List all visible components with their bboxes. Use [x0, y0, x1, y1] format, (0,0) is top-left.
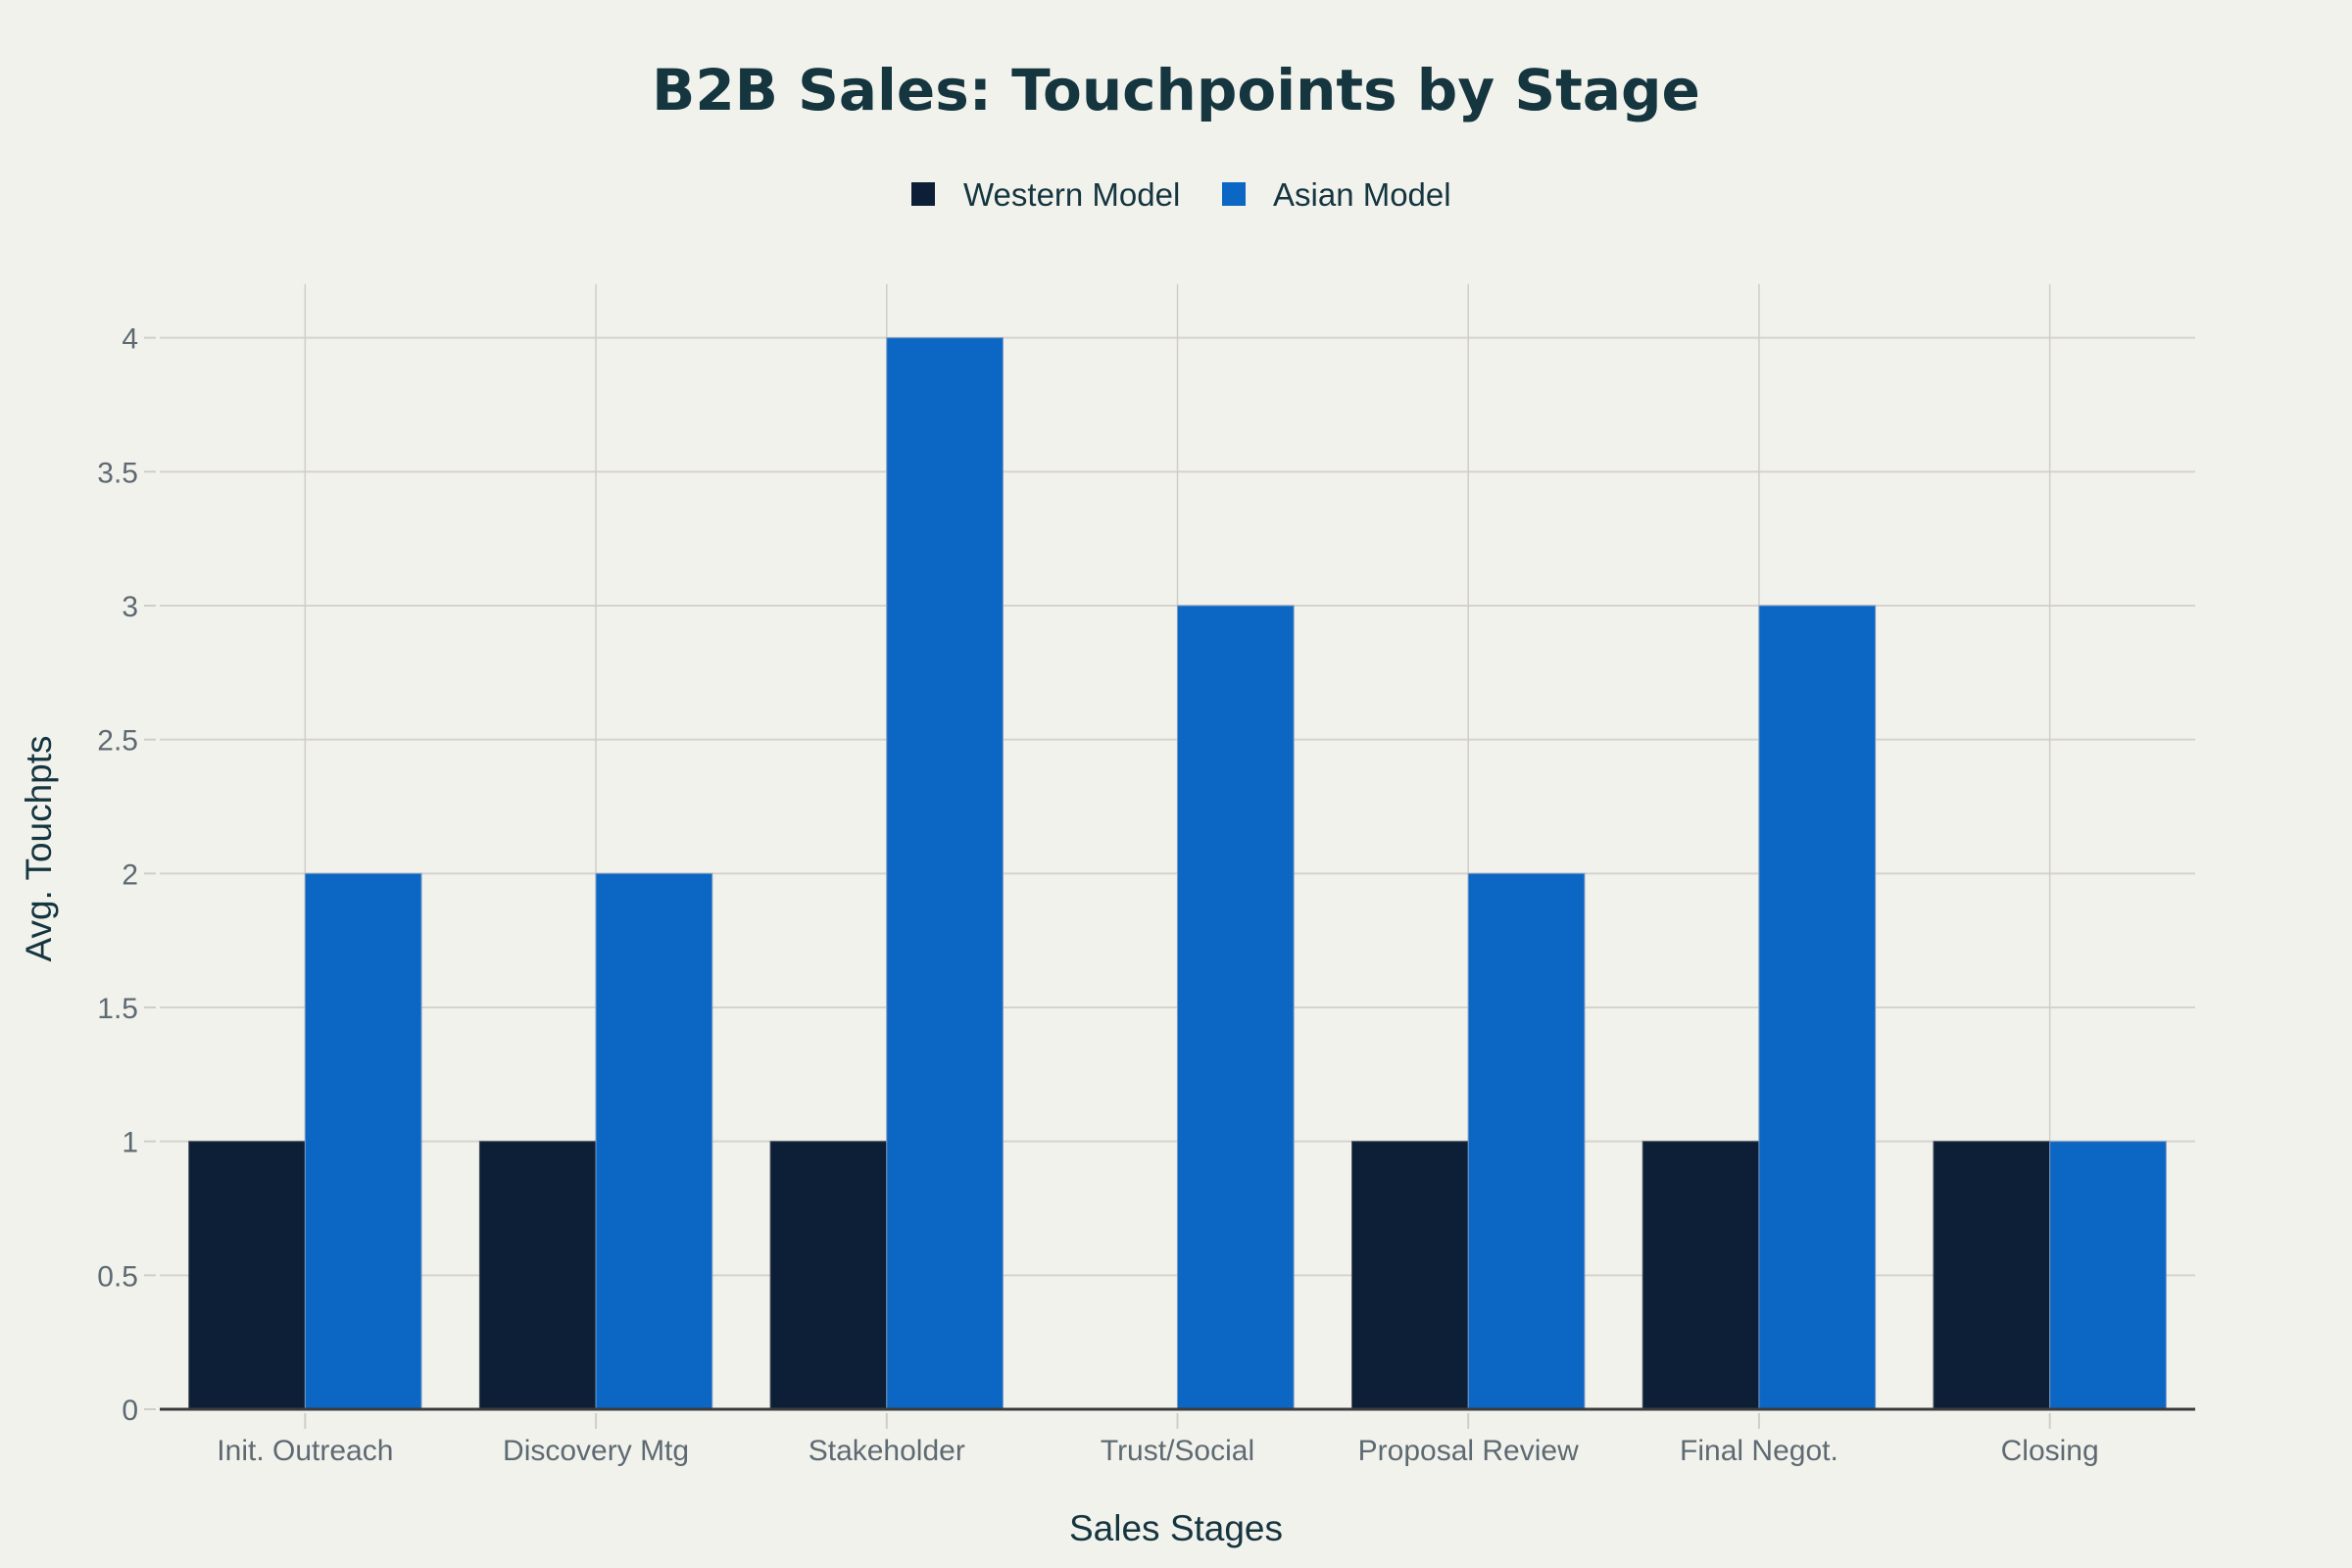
x-tick-label: Discovery Mtg [503, 1435, 689, 1467]
x-tick-label: Closing [2001, 1435, 2099, 1467]
legend-swatch [911, 182, 935, 206]
y-tick-label: 4 [122, 323, 138, 356]
grid-layer [144, 284, 2195, 1410]
axis-layer: 0 0.5 1 1.5 2 2.5 3 3.5 4 Init. Outreach Discovery… [97, 323, 2195, 1467]
bar-western-model-1 [478, 1141, 597, 1410]
bar-asian-model-6 [2049, 1141, 2167, 1410]
bars-layer [188, 337, 2167, 1410]
bar-asian-model-5 [1758, 605, 1877, 1410]
bar-asian-model-1 [595, 872, 713, 1410]
y-tick-label: 2.5 [97, 725, 138, 758]
legend-item-western-model[interactable]: Western Model [911, 176, 1180, 213]
legend: Western Model Asian Model [911, 176, 1451, 213]
bar-western-model-0 [188, 1141, 306, 1410]
bar-asian-model-2 [886, 337, 1004, 1410]
legend-item-asian-model[interactable]: Asian Model [1222, 176, 1451, 213]
x-tick-label: Init. Outreach [217, 1435, 393, 1467]
y-tick-label: 0 [122, 1395, 138, 1427]
x-tick-label: Proposal Review [1358, 1435, 1579, 1467]
legend-swatch [1222, 182, 1246, 206]
x-tick-label: Final Negot. [1680, 1435, 1838, 1467]
bar-asian-model-3 [1177, 605, 1295, 1410]
y-tick-label: 3.5 [97, 457, 138, 489]
bar-western-model-6 [1933, 1141, 2051, 1410]
legend-label: Western Model [963, 176, 1180, 213]
bar-asian-model-0 [304, 872, 422, 1410]
x-tick-label: Stakeholder [808, 1435, 965, 1467]
bar-asian-model-4 [1467, 872, 1586, 1410]
y-tick-label: 3 [122, 591, 138, 623]
y-tick-label: 1 [122, 1127, 138, 1159]
y-tick-label: 1.5 [97, 993, 138, 1025]
y-tick-label: 2 [122, 858, 138, 891]
y-tick-label: 0.5 [97, 1260, 138, 1293]
x-tick-label: Trust/Social [1101, 1435, 1254, 1467]
legend-label: Asian Model [1273, 176, 1451, 213]
bar-western-model-4 [1351, 1141, 1469, 1410]
bar-western-model-5 [1642, 1141, 1760, 1410]
y-axis-title: Avg. Touchpts [19, 735, 59, 961]
x-axis-title: Sales Stages [1069, 1508, 1283, 1548]
bar-western-model-2 [769, 1141, 888, 1410]
chart-title: B2B Sales: Touchpoints by Stage [652, 57, 1700, 123]
